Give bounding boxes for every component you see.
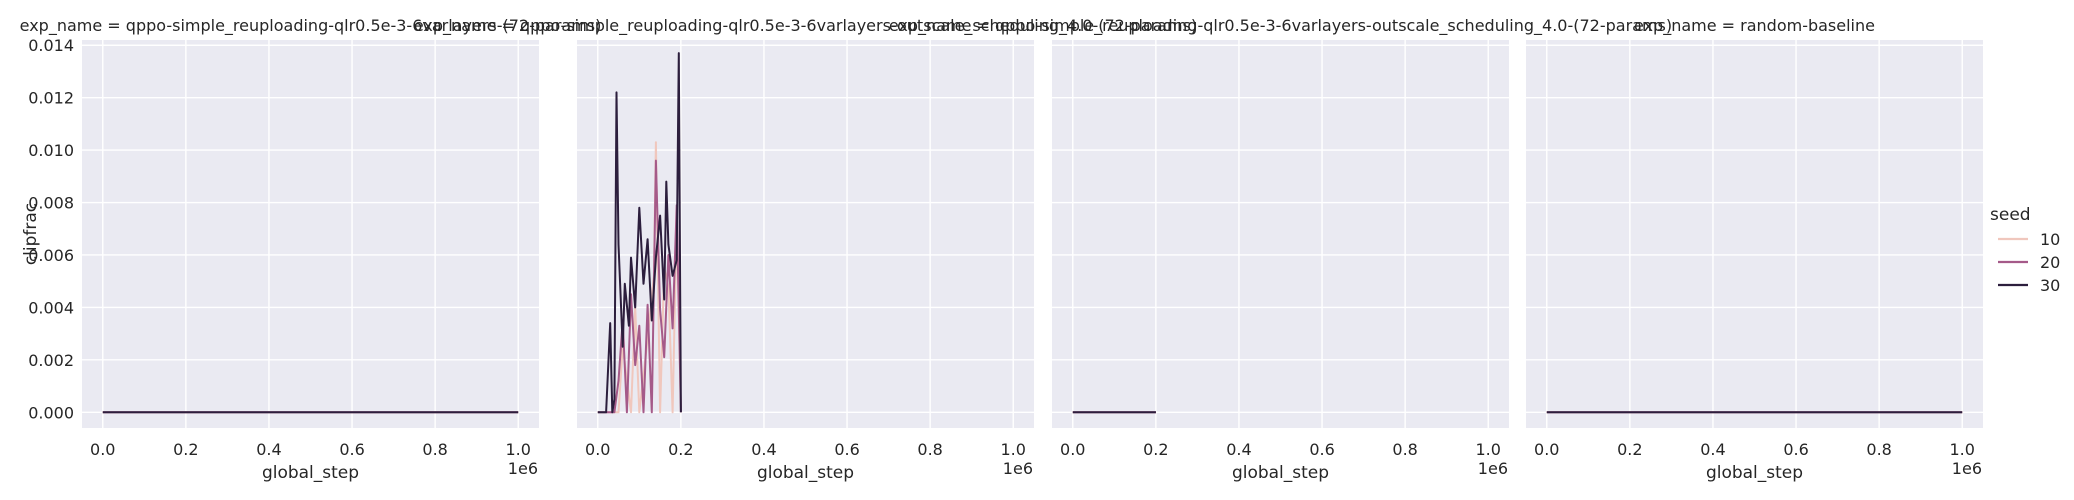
x-tick-label: 1.0 xyxy=(1950,440,1975,459)
y-tick-label: 0.008 xyxy=(28,194,74,213)
facet-panel-4: 0.0 0.2 0.4 0.6 0.8 1.0 global_step 1e6 exp_name… xyxy=(1526,16,1983,483)
x-axis-label: global_step xyxy=(262,463,359,483)
x-tick-label: 0.8 xyxy=(1866,440,1891,459)
panel-title: exp_name = qppo-simple_reuploading-qlr0.… xyxy=(414,16,1197,36)
legend: seed 10 20 30 xyxy=(1990,205,2060,295)
x-tick-label: 0.4 xyxy=(1700,440,1725,459)
x-tick-label: 1.0 xyxy=(1001,440,1026,459)
x-tick-label: 0.2 xyxy=(173,440,198,459)
x-tick-label: 0.8 xyxy=(917,440,942,459)
y-tick-label: 0.004 xyxy=(28,298,74,317)
x-offset-label: 1e6 xyxy=(1952,459,1982,478)
x-tick-label: 0.6 xyxy=(339,440,364,459)
panel-title: exp_name = qppo-simple_reuploading-qlr0.… xyxy=(20,16,602,36)
x-tick-label: 0.8 xyxy=(422,440,447,459)
x-tick-label: 0.4 xyxy=(751,440,776,459)
y-tick-label: 0.006 xyxy=(28,246,74,265)
x-offset-label: 1e6 xyxy=(1003,459,1033,478)
x-tick-label: 0.4 xyxy=(1226,440,1251,459)
legend-title: seed xyxy=(1990,205,2031,225)
x-axis-label: global_step xyxy=(1706,463,1803,483)
plot-background xyxy=(1052,40,1509,428)
facet-panel-3: 0.0 0.2 0.4 0.6 0.8 1.0 global_step 1e6 exp_name… xyxy=(889,16,1672,483)
facet-panel-1: 0.0 0.2 0.4 0.6 0.8 1.0 0.000 0.002 0.004 0.006 0.… xyxy=(20,16,602,483)
plot-background xyxy=(82,40,539,428)
x-axis-label: global_step xyxy=(1232,463,1329,483)
x-axis-label: global_step xyxy=(757,463,854,483)
x-tick-label: 0.0 xyxy=(1534,440,1559,459)
y-tick-label: 0.010 xyxy=(28,141,74,160)
series-line-seed-30 xyxy=(597,52,682,414)
y-tick-label: 0.000 xyxy=(28,403,74,422)
x-tick-label: 0.0 xyxy=(585,440,610,459)
x-tick-label: 0.2 xyxy=(1143,440,1168,459)
x-tick-label: 0.0 xyxy=(90,440,115,459)
x-tick-label: 0.6 xyxy=(834,440,859,459)
legend-label: 10 xyxy=(2040,230,2060,249)
panel-title: exp_name = random-baseline xyxy=(1634,16,1875,36)
x-tick-label: 1.0 xyxy=(506,440,531,459)
x-tick-label: 0.2 xyxy=(1617,440,1642,459)
x-tick-label: 0.6 xyxy=(1309,440,1334,459)
y-tick-label: 0.012 xyxy=(28,89,74,108)
x-tick-label: 0.4 xyxy=(256,440,281,459)
plot-background xyxy=(1526,40,1983,428)
x-tick-label: 0.8 xyxy=(1392,440,1417,459)
x-offset-label: 1e6 xyxy=(1478,459,1508,478)
facet-panel-2: 0.0 0.2 0.4 0.6 0.8 1.0 global_step 1e6 exp_name… xyxy=(414,16,1197,483)
x-tick-label: 0.0 xyxy=(1060,440,1085,459)
panel-title: exp_name = qppo-simple_reuploading-qlr0.… xyxy=(889,16,1672,36)
legend-label: 30 xyxy=(2040,276,2060,295)
y-tick-label: 0.014 xyxy=(28,36,74,55)
y-axis-label: clipfrac xyxy=(21,203,41,265)
legend-label: 20 xyxy=(2040,253,2060,272)
y-tick-label: 0.002 xyxy=(28,351,74,370)
x-tick-label: 0.6 xyxy=(1783,440,1808,459)
x-offset-label: 1e6 xyxy=(508,459,538,478)
x-tick-label: 0.2 xyxy=(668,440,693,459)
x-tick-label: 1.0 xyxy=(1476,440,1501,459)
